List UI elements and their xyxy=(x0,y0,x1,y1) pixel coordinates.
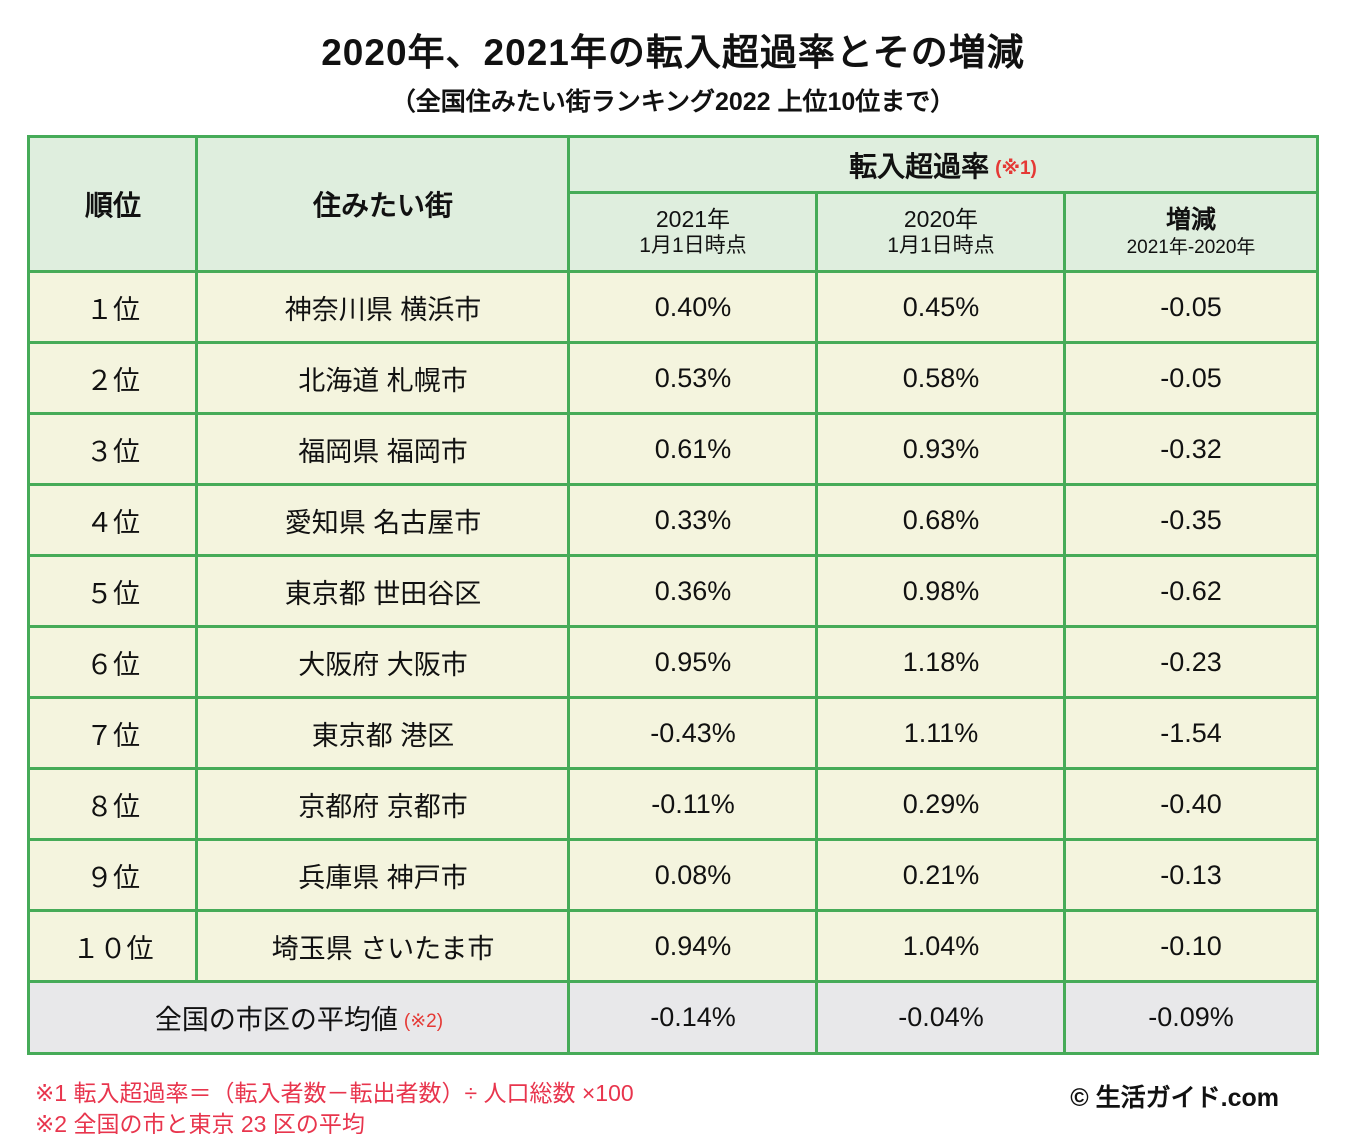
ranking-table: 順位 住みたい街 転入超過率 (※1) 2021年 1月1日時点 2020年 1月… xyxy=(27,135,1319,1055)
city-cell: 愛知県 名古屋市 xyxy=(195,483,571,557)
diff-cell: -0.10 xyxy=(1063,909,1319,983)
city-cell: 大阪府 大阪市 xyxy=(195,625,571,699)
diff-cell: -0.05 xyxy=(1063,270,1319,344)
page-subtitle: （全国住みたい街ランキング2022 上位10位まで） xyxy=(390,88,956,116)
diff-cell: -0.32 xyxy=(1063,412,1319,486)
diff-cell: -0.35 xyxy=(1063,483,1319,557)
average-label-cell: 全国の市区の平均値 (※2) xyxy=(27,980,571,1055)
footnote-1: ※1 転入超過率＝（転入者数－転出者数）÷ 人口総数 ×100 xyxy=(35,1080,634,1106)
rank-cell: ５位 xyxy=(27,554,199,628)
average-diff-cell: -0.09% xyxy=(1063,980,1319,1055)
diff-cell: -0.13 xyxy=(1063,838,1319,912)
table-row: １０位 埼玉県 さいたま市 0.94% 1.04% -0.10 xyxy=(27,909,1319,983)
rate-2021-cell: -0.11% xyxy=(567,767,819,841)
table-row: ３位 福岡県 福岡市 0.61% 0.93% -0.32 xyxy=(27,412,1319,486)
column-header-city: 住みたい街 xyxy=(195,135,571,273)
footnote-ref-2: (※2) xyxy=(403,1011,444,1032)
diff-cell: -0.40 xyxy=(1063,767,1319,841)
rate-2021-cell: -0.43% xyxy=(567,696,819,770)
rank-cell: １０位 xyxy=(27,909,199,983)
rate-2021-cell: 0.94% xyxy=(567,909,819,983)
average-rate-2020-cell: -0.04% xyxy=(815,980,1067,1055)
column-header-2021-date: 1月1日時点 xyxy=(639,234,747,258)
rank-cell: ６位 xyxy=(27,625,199,699)
column-header-diff-range: 2021年-2020年 xyxy=(1126,236,1256,258)
column-header-2020: 2020年 1月1日時点 xyxy=(815,191,1067,273)
city-cell: 福岡県 福岡市 xyxy=(195,412,571,486)
city-cell: 東京都 世田谷区 xyxy=(195,554,571,628)
rate-2020-cell: 0.58% xyxy=(815,341,1067,415)
rate-2021-cell: 0.40% xyxy=(567,270,819,344)
rate-2020-cell: 0.21% xyxy=(815,838,1067,912)
column-header-rank: 順位 xyxy=(27,135,199,273)
average-row: 全国の市区の平均値 (※2) -0.14% -0.04% -0.09% xyxy=(27,980,1319,1055)
rate-2020-cell: 0.45% xyxy=(815,270,1067,344)
rank-cell: ２位 xyxy=(27,341,199,415)
rate-2020-cell: 1.11% xyxy=(815,696,1067,770)
copyright: © 生活ガイド.com xyxy=(1070,1084,1279,1112)
rate-2020-cell: 1.04% xyxy=(815,909,1067,983)
rate-2021-cell: 0.36% xyxy=(567,554,819,628)
table-row: ６位 大阪府 大阪市 0.95% 1.18% -0.23 xyxy=(27,625,1319,699)
footnote-2: ※2 全国の市と東京 23 区の平均 xyxy=(35,1111,365,1134)
footer: ※1 転入超過率＝（転入者数－転出者数）÷ 人口総数 ×100 ※2 全国の市と… xyxy=(29,1078,1317,1134)
table-row: ９位 兵庫県 神戸市 0.08% 0.21% -0.13 xyxy=(27,838,1319,912)
rank-cell: ４位 xyxy=(27,483,199,557)
rank-cell: ３位 xyxy=(27,412,199,486)
page-title: 2020年、2021年の転入超過率とその増減 xyxy=(321,32,1025,73)
table-row: ２位 北海道 札幌市 0.53% 0.58% -0.05 xyxy=(27,341,1319,415)
average-label: 全国の市区の平均値 xyxy=(154,1005,398,1035)
rate-2020-cell: 0.93% xyxy=(815,412,1067,486)
city-cell: 北海道 札幌市 xyxy=(195,341,571,415)
footnotes: ※1 転入超過率＝（転入者数－転出者数）÷ 人口総数 ×100 ※2 全国の市と… xyxy=(35,1078,634,1134)
column-header-diff: 増減 2021年-2020年 xyxy=(1063,191,1319,273)
rate-group-label: 転入超過率 xyxy=(849,150,990,182)
table-row: ４位 愛知県 名古屋市 0.33% 0.68% -0.35 xyxy=(27,483,1319,557)
table-row: １位 神奈川県 横浜市 0.40% 0.45% -0.05 xyxy=(27,270,1319,344)
rank-cell: ７位 xyxy=(27,696,199,770)
rank-cell: ８位 xyxy=(27,767,199,841)
table-row: ７位 東京都 港区 -0.43% 1.11% -1.54 xyxy=(27,696,1319,770)
rate-2021-cell: 0.08% xyxy=(567,838,819,912)
rate-2020-cell: 0.68% xyxy=(815,483,1067,557)
city-cell: 京都府 京都市 xyxy=(195,767,571,841)
city-cell: 埼玉県 さいたま市 xyxy=(195,909,571,983)
column-header-2020-date: 1月1日時点 xyxy=(887,234,995,258)
rate-2020-cell: 1.18% xyxy=(815,625,1067,699)
table-row: ８位 京都府 京都市 -0.11% 0.29% -0.40 xyxy=(27,767,1319,841)
rate-2020-cell: 0.29% xyxy=(815,767,1067,841)
diff-cell: -0.05 xyxy=(1063,341,1319,415)
table-row: ５位 東京都 世田谷区 0.36% 0.98% -0.62 xyxy=(27,554,1319,628)
diff-cell: -0.62 xyxy=(1063,554,1319,628)
diff-cell: -0.23 xyxy=(1063,625,1319,699)
column-header-diff-label: 増減 xyxy=(1165,205,1216,234)
rate-2021-cell: 0.95% xyxy=(567,625,819,699)
city-cell: 兵庫県 神戸市 xyxy=(195,838,571,912)
average-rate-2021-cell: -0.14% xyxy=(567,980,819,1055)
rate-2021-cell: 0.33% xyxy=(567,483,819,557)
rank-cell: ９位 xyxy=(27,838,199,912)
footnote-ref-1: (※1) xyxy=(995,157,1037,179)
city-cell: 東京都 港区 xyxy=(195,696,571,770)
column-header-rate-group: 転入超過率 (※1) xyxy=(567,135,1319,194)
rank-cell: １位 xyxy=(27,270,199,344)
diff-cell: -1.54 xyxy=(1063,696,1319,770)
column-header-2020-year: 2020年 xyxy=(903,205,979,232)
rate-2021-cell: 0.53% xyxy=(567,341,819,415)
column-header-2021-year: 2021年 xyxy=(655,205,731,232)
rate-2021-cell: 0.61% xyxy=(567,412,819,486)
rate-2020-cell: 0.98% xyxy=(815,554,1067,628)
city-cell: 神奈川県 横浜市 xyxy=(195,270,571,344)
column-header-2021: 2021年 1月1日時点 xyxy=(567,191,819,273)
